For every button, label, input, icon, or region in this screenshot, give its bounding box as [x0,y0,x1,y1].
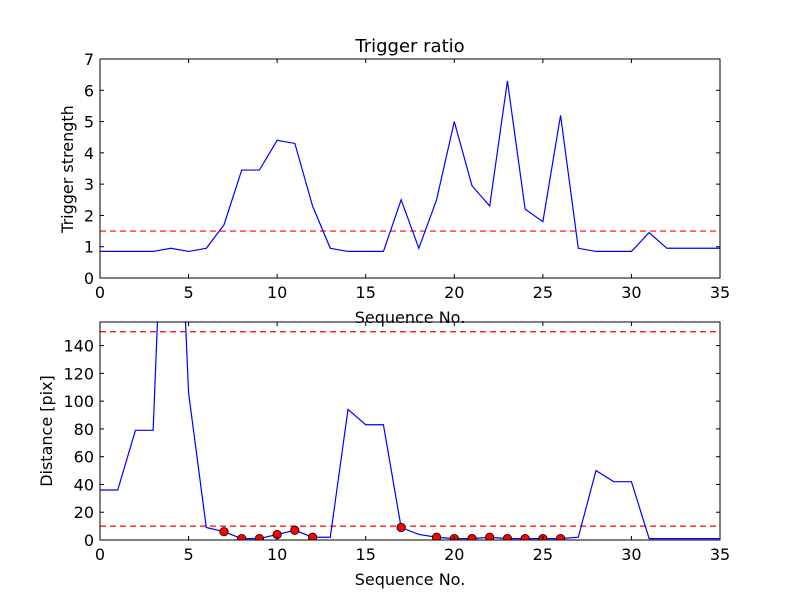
x-tick-label: 5 [183,283,193,302]
y-tick-label: 40 [74,475,94,494]
x-tick-label: 30 [621,545,641,564]
y-tick-label: 100 [63,392,94,411]
y-tick-label: 120 [63,364,94,383]
data-point [485,532,495,540]
y-axis-label: Trigger strength [58,105,77,234]
data-point [555,534,566,540]
y-tick-label: 20 [74,503,94,522]
y-tick-label: 0 [84,531,94,550]
data-point [520,534,530,540]
y-tick-label: 60 [74,448,94,467]
x-tick-label: 25 [533,283,553,302]
y-ticks: 0 1 2 3 4 5 6 7 [84,50,720,288]
plot-area [100,322,720,540]
data-point [307,532,318,540]
x-tick-label: 30 [621,283,641,302]
data-point [290,525,300,535]
x-tick-label: 0 [95,545,105,564]
x-ticks: 0 5 10 15 20 25 30 35 [95,59,730,302]
y-tick-label: 2 [84,206,94,225]
x-tick-label: 10 [267,283,287,302]
data-point [431,532,442,540]
series-line [100,322,720,540]
y-tick-label: 6 [84,81,94,100]
data-point [396,522,406,533]
axes-frame [99,321,721,541]
y-tick-label: 3 [84,175,94,194]
y-ticks: 0 20 40 60 80 100 120 140 [63,337,720,550]
data-point [467,534,477,540]
y-tick-label: 1 [84,238,94,257]
y-tick-label: 4 [84,144,94,163]
y-tick-label: 7 [84,50,94,69]
data-point [219,527,229,537]
y-tick-label: 0 [84,269,94,288]
x-ticks: 0 5 10 15 20 25 30 35 [95,322,730,564]
data-point [502,534,513,540]
x-tick-label: 0 [95,283,105,302]
x-tick-label: 35 [710,545,730,564]
trigger-ratio-chart: Trigger ratio 0 5 10 15 20 25 30 35 0 1 2 3 4 5 6 7 Se… [58,36,730,327]
chart-title: Trigger ratio [354,36,464,57]
x-axis-label: Sequence No. [355,308,466,327]
x-tick-label: 15 [356,545,376,564]
data-point [237,534,247,540]
x-tick-label: 20 [444,545,464,564]
x-tick-label: 15 [356,283,376,302]
x-axis-label: Sequence No. [355,570,466,589]
data-point [254,534,265,540]
y-axis-label: Distance [pix] [37,375,56,487]
distance-chart: 0 5 10 15 20 25 30 35 0 20 40 60 80 100 120 140 Sequen… [37,321,730,589]
y-tick-label: 140 [63,337,94,356]
series-line [100,80,720,253]
x-tick-label: 25 [533,545,553,564]
x-tick-label: 20 [444,283,464,302]
x-tick-label: 5 [183,545,193,564]
plot-area [100,80,720,253]
y-tick-label: 5 [84,113,94,132]
x-tick-label: 10 [267,545,287,564]
axes-frame [99,58,721,279]
x-tick-label: 35 [710,283,730,302]
y-tick-label: 80 [74,420,94,439]
